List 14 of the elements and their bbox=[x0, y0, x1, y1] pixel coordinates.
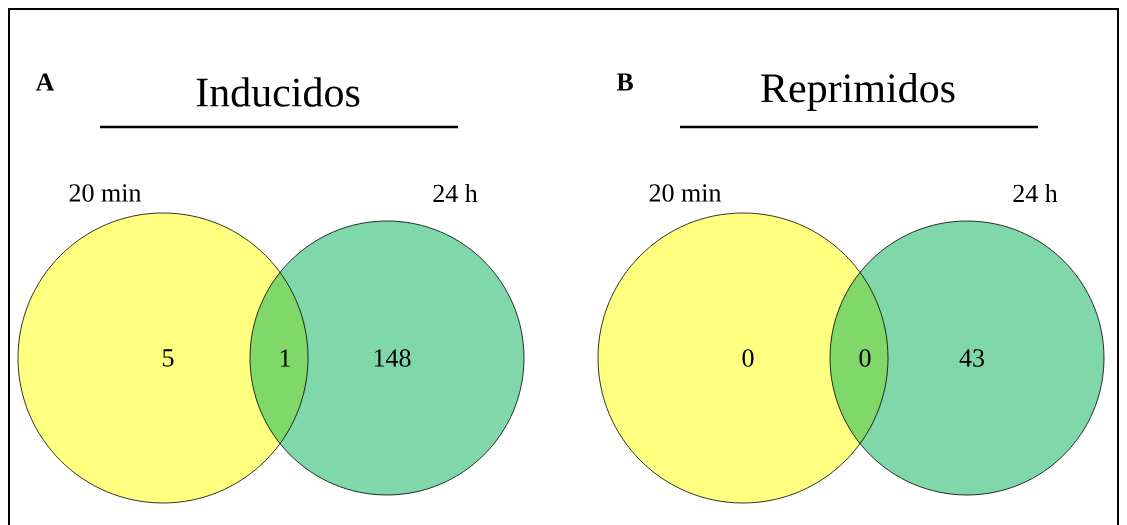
data-label: 43 bbox=[959, 349, 984, 367]
text: B bbox=[616, 73, 633, 91]
data-label: 5 bbox=[163, 349, 174, 367]
text: Inducidos bbox=[196, 77, 360, 107]
category-label: 24 h bbox=[433, 183, 478, 203]
category-label: 20 min bbox=[649, 184, 722, 202]
data-label: 148 bbox=[374, 349, 411, 367]
category-label: 24 h bbox=[1013, 183, 1058, 203]
data-label: 0 bbox=[742, 349, 754, 367]
text: Reprimidos bbox=[761, 72, 955, 112]
text: A bbox=[35, 73, 55, 91]
data-label: 1 bbox=[280, 349, 290, 367]
category-label: 20 min bbox=[69, 184, 142, 202]
data-label: 0 bbox=[859, 349, 871, 367]
